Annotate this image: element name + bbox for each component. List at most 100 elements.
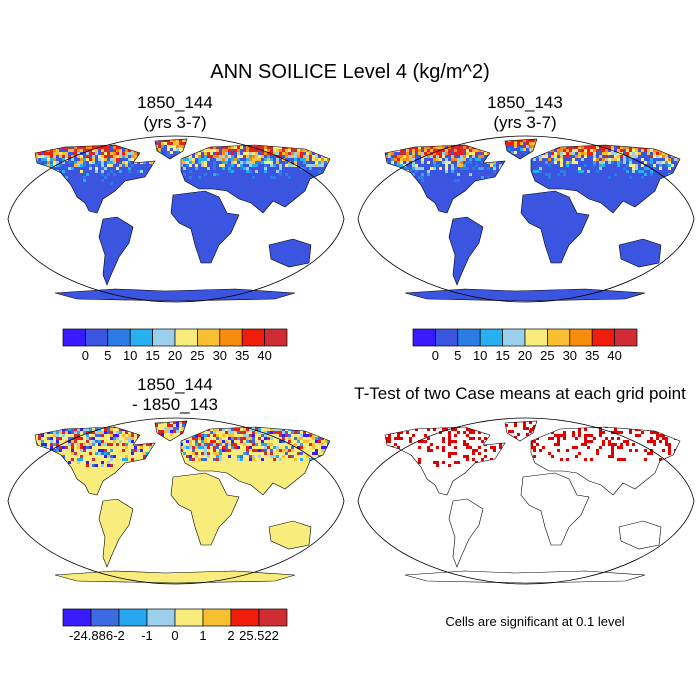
grid-cell [252,176,255,179]
grid-cell [514,436,517,439]
grid-cell [448,452,451,455]
grid-cell [252,170,255,173]
grid-cell [131,158,134,161]
grid-cell [315,437,318,440]
grid-cell [77,428,80,431]
grid-cell [183,452,186,455]
grid-cell [219,458,222,461]
grid-cell [635,164,638,167]
colorbar-box [591,328,615,347]
grid-cell [41,461,44,464]
grid-cell [523,145,526,148]
grid-cell [201,149,204,152]
grid-cell [554,164,557,167]
grid-cell [176,142,179,145]
grid-cell [131,437,134,440]
grid-cell [161,145,164,148]
grid-cell [246,440,249,443]
grid-cell [330,458,333,461]
grid-cell [77,458,80,461]
grid-cell [119,428,122,431]
grid-cell [457,149,460,152]
grid-cell [225,155,228,158]
grid-cell [101,158,104,161]
grid-cell [545,143,548,146]
grid-cell [306,455,309,458]
grid-cell [83,425,86,428]
grid-cell [333,428,336,431]
grid-cell [514,145,517,148]
grid-cell [584,437,587,440]
grid-cell [596,170,599,173]
grid-cell [201,170,204,173]
grid-cell [294,425,297,428]
land-south-america [99,217,133,285]
grid-cell [641,431,644,434]
grid-cell [469,446,472,449]
grid-cell [466,152,469,155]
grid-cell [285,443,288,446]
grid-cell [599,164,602,167]
grid-cell [264,149,267,152]
grid-cell [207,446,210,449]
grid-cell [611,437,614,440]
grid-cell [186,161,189,164]
land-layer [385,421,680,583]
grid-cell [533,425,536,428]
grid-cell [95,152,98,155]
grid-cell [273,446,276,449]
grid-cell [243,176,246,179]
grid-cell [189,158,192,161]
grid-cell [189,446,192,449]
grid-cell [201,428,204,431]
grid-cell [173,139,176,142]
grid-cell [53,155,56,158]
grid-cell [496,440,499,443]
grid-cell [152,155,155,158]
grid-cell [578,149,581,152]
grid-cell [258,155,261,158]
grid-cell [173,148,176,151]
grid-cell [279,167,282,170]
grid-cell [623,143,626,146]
grid-cell [131,464,134,467]
grid-cell [614,173,617,176]
grid-cell [201,452,204,455]
grid-cell [644,425,647,428]
grid-cell [137,149,140,152]
grid-cell [68,164,71,167]
grid-cell [291,164,294,167]
grid-cell [285,431,288,434]
grid-cell [403,152,406,155]
grid-cell [680,161,683,164]
grid-cell [481,161,484,164]
grid-cell [113,434,116,437]
grid-cell [602,143,605,146]
grid-cell [584,434,587,437]
grid-cell [445,149,448,152]
grid-cell [397,461,400,464]
grid-cell [668,449,671,452]
grid-cell [433,158,436,161]
grid-cell [424,143,427,146]
land-australia [619,521,661,549]
grid-cell [403,167,406,170]
grid-cell [294,158,297,161]
grid-cell [406,158,409,161]
grid-cell [460,146,463,149]
grid-cell [249,143,252,146]
grid-cell [560,425,563,428]
grid-cell [388,437,391,440]
grid-cell [388,170,391,173]
grid-cell [566,149,569,152]
grid-cell [198,437,201,440]
grid-cell [324,425,327,428]
grid-cell [605,425,608,428]
colorbar-label: 0 [82,348,89,363]
colorbar-label: 10 [123,348,137,363]
grid-cell [599,431,602,434]
grid-cell [104,149,107,152]
grid-cell [231,146,234,149]
grid-cell [186,425,189,428]
coastlines [34,420,331,584]
